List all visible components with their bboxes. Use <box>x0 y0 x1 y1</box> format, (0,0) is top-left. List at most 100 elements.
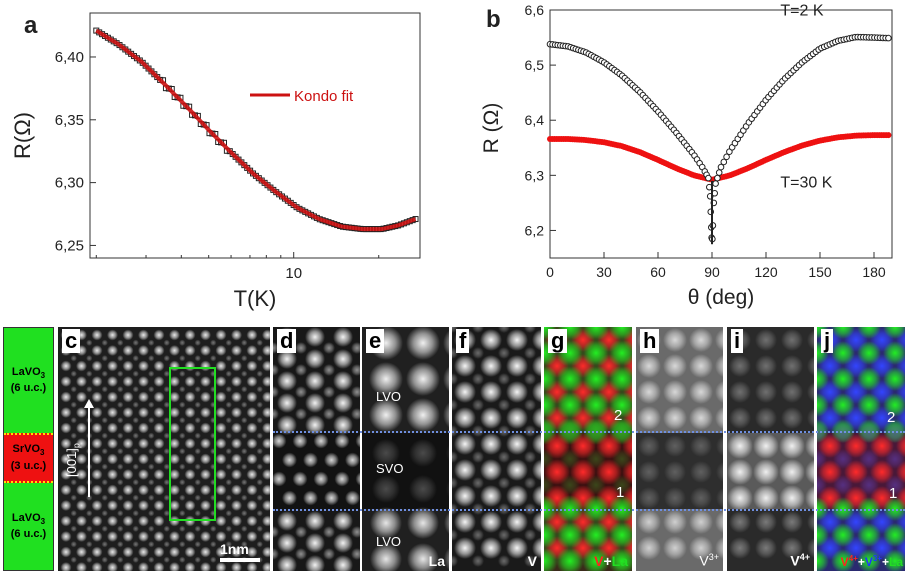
img-c-atom <box>117 417 124 424</box>
panel-i-corner-base: V <box>790 553 800 569</box>
img-i-atom <box>755 329 777 351</box>
layer-lavo-bottom-sub: 3 <box>40 517 46 527</box>
img-h-atom <box>689 380 713 404</box>
img-c-atom <box>138 438 149 449</box>
img-f-atom <box>532 537 541 559</box>
img-c-atom <box>215 562 227 571</box>
layer-lavo-bottom: LaVO3 (6 u.c.) <box>4 483 53 570</box>
img-c-atom <box>169 515 180 527</box>
img-g-atom <box>544 521 558 549</box>
img-c-atom <box>132 448 139 455</box>
panel-f-image: f V <box>452 327 541 571</box>
img-d-atom <box>277 371 297 391</box>
img-d-atom <box>305 327 325 347</box>
img-i-atom <box>779 485 805 511</box>
img-f-atom <box>532 381 541 403</box>
img-d-atom <box>323 548 335 560</box>
img-c-atom <box>60 422 72 434</box>
img-c-atom <box>215 484 227 496</box>
img-c-atom <box>117 401 124 408</box>
img-f-atom <box>524 347 536 359</box>
img-c-atom <box>138 453 149 465</box>
img-j-atom <box>885 449 905 469</box>
img-c-atom <box>241 401 248 408</box>
img-c-atom <box>101 370 108 377</box>
img-c-atom <box>246 391 258 403</box>
img-j-atom <box>817 523 829 547</box>
img-c-atom <box>241 417 248 424</box>
img-e-atom <box>370 543 402 571</box>
interface-line-top <box>273 431 905 433</box>
img-c-atom <box>163 401 170 408</box>
img-f-atom <box>454 459 476 481</box>
img-c-atom <box>215 531 227 542</box>
img-c-atom <box>246 484 258 496</box>
img-d-atom <box>273 386 279 398</box>
img-c-atom <box>101 339 108 346</box>
panel-b-ylabel: R (Ω) <box>480 103 503 154</box>
img-c-atom <box>107 422 118 434</box>
img-c-atom <box>148 355 155 362</box>
img-g-atom <box>582 391 610 419</box>
img-c-atom <box>138 391 149 403</box>
panel-j-letter: j <box>821 329 834 353</box>
panel-a-ytick-label: 6,35 <box>55 112 84 129</box>
img-d-atom <box>305 555 325 571</box>
panel-j-marker-bottom: 1 <box>889 485 898 502</box>
img-c-atom <box>200 546 211 558</box>
img-c-atom <box>132 417 139 424</box>
panel-b-t30-point <box>885 132 892 139</box>
img-j-atom <box>857 393 881 417</box>
img-c-atom <box>70 448 77 455</box>
panel-e-image: e LVO SVO LVO La <box>362 327 449 571</box>
img-c-atom <box>241 448 248 455</box>
img-c-atom <box>231 515 242 527</box>
img-i-atom <box>805 433 814 459</box>
img-c-atom <box>70 510 77 517</box>
img-c-atom <box>101 556 108 563</box>
img-c-atom <box>169 484 180 496</box>
img-j-atom <box>883 327 905 339</box>
img-g-atom <box>612 475 632 495</box>
img-e-atom <box>369 362 403 396</box>
panel-g-marker-bottom: 1 <box>616 484 625 501</box>
layer-lavo-top: LaVO3 (6 u.c.) <box>4 328 53 433</box>
img-c-atom <box>200 345 211 356</box>
img-c-atom <box>169 438 180 449</box>
img-c-atom <box>91 515 103 527</box>
img-e-atom <box>446 444 449 462</box>
img-c-atom <box>215 376 227 387</box>
img-d-atom <box>295 342 307 354</box>
img-c-atom <box>225 386 232 393</box>
img-c-atom <box>184 469 196 480</box>
img-c-atom <box>241 510 248 517</box>
growth-arrow-head <box>84 399 94 408</box>
img-c-atom <box>117 463 124 470</box>
img-h-atom <box>690 435 712 457</box>
img-c-atom <box>231 376 242 387</box>
img-c-atom <box>122 484 134 496</box>
layer-stack: LaVO3 (6 u.c.) SrVO3 (3 u.c.) LaVO3 (6 u… <box>3 327 54 571</box>
img-c-atom <box>200 422 211 434</box>
img-c-atom <box>210 355 217 362</box>
img-h-atom <box>690 461 712 483</box>
img-c-atom <box>200 500 211 511</box>
img-f-atom <box>524 529 536 541</box>
img-c-atom <box>163 479 170 486</box>
img-c-atom <box>169 500 180 511</box>
img-j-atom <box>817 549 829 571</box>
img-c-atom <box>138 345 149 356</box>
img-h-atom <box>689 328 713 352</box>
img-f-atom <box>498 477 510 489</box>
img-j-atom <box>857 523 881 547</box>
img-g-atom <box>544 547 558 571</box>
img-c-atom <box>225 448 232 455</box>
img-c-atom <box>215 422 227 434</box>
img-d-atom <box>355 434 360 448</box>
img-c-atom <box>194 479 201 486</box>
img-c-atom <box>76 469 87 480</box>
panel-g-corner: V+La <box>594 553 628 569</box>
img-f-atom <box>498 555 510 567</box>
img-c-atom <box>225 355 232 362</box>
img-c-atom <box>169 562 180 571</box>
